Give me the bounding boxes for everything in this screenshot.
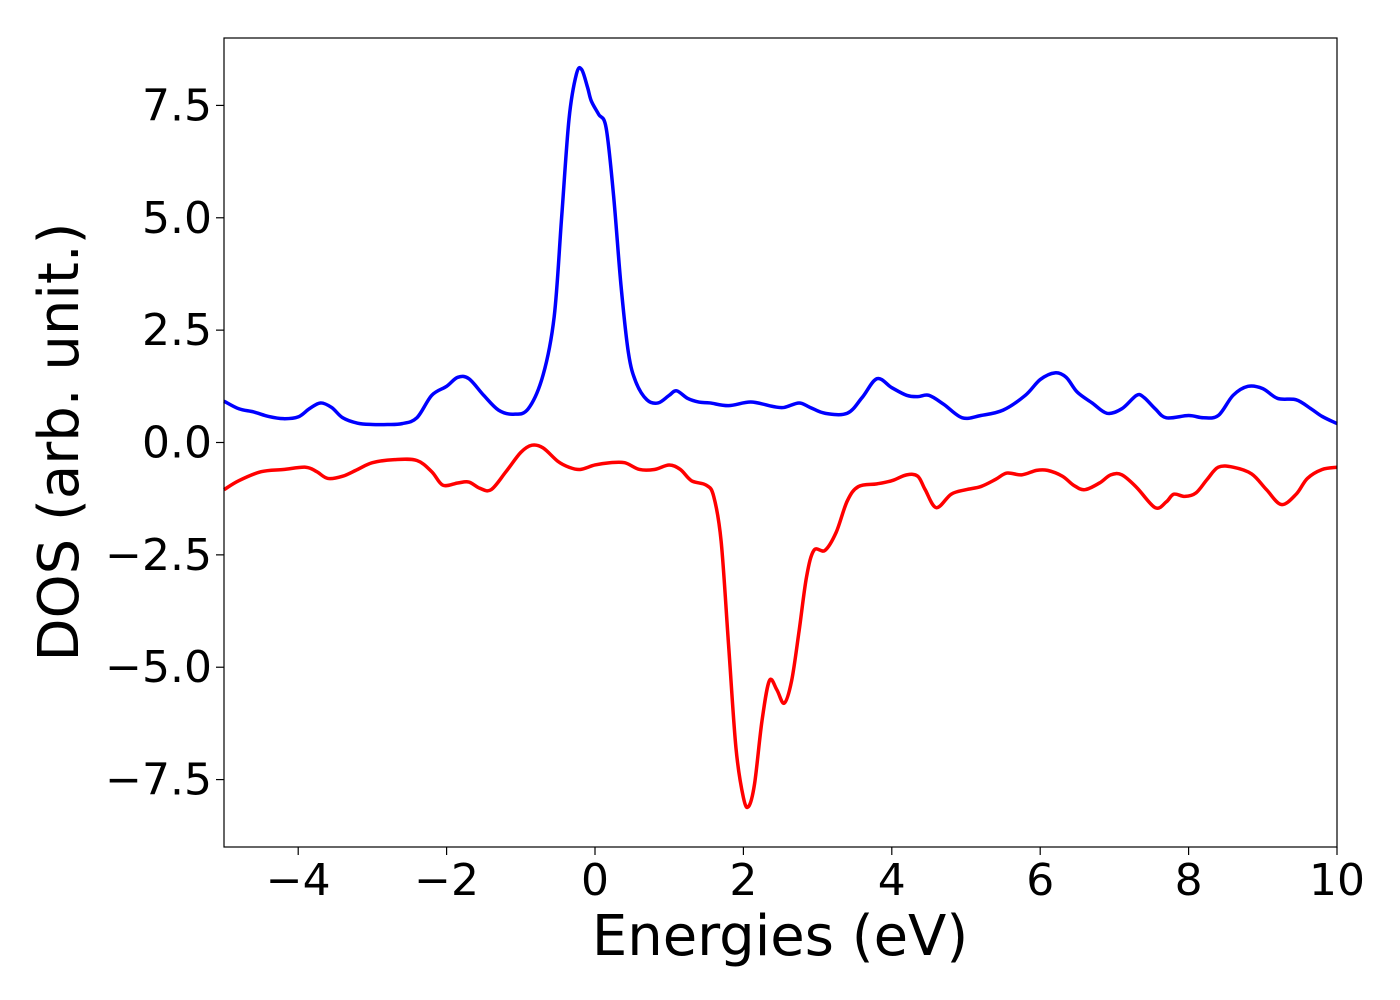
y-tick-label: −5.0 [105, 642, 212, 693]
x-tick-label: 8 [1175, 855, 1203, 906]
y-tick-label: 2.5 [142, 305, 212, 356]
x-tick-label: −2 [414, 855, 479, 906]
y-tick-label: 5.0 [142, 193, 212, 244]
y-tick-label: −7.5 [105, 755, 212, 806]
x-tick-label: 2 [729, 855, 757, 906]
x-tick-label: 4 [878, 855, 906, 906]
x-axis-ticks: −4 −2 0 2 4 6 8 10 [266, 847, 1365, 906]
x-tick-label: 10 [1309, 855, 1365, 906]
y-tick-label: 7.5 [142, 80, 212, 131]
x-tick-label: 6 [1026, 855, 1054, 906]
y-tick-label: 0.0 [142, 418, 212, 469]
y-axis-ticks: −7.5 −5.0 −2.5 0.0 2.5 5.0 7.5 [105, 80, 224, 806]
plot-frame [223, 37, 1338, 848]
series-line-blue [223, 65, 1338, 427]
x-axis-label: Energies (eV) [592, 904, 968, 969]
series-line-red [223, 443, 1338, 810]
y-axis-label: DOS (arb. unit.) [27, 222, 92, 661]
y-tick-label: −2.5 [105, 530, 212, 581]
x-tick-label: −4 [266, 855, 331, 906]
x-tick-label: 0 [581, 855, 609, 906]
series-layer [223, 65, 1338, 810]
